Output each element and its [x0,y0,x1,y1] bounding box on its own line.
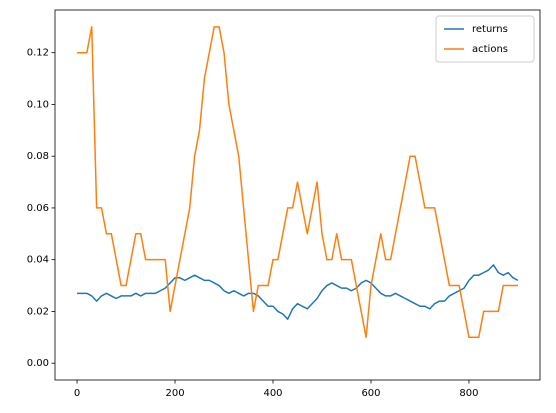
legend-box [435,15,535,63]
line [77,264,519,320]
y-tick-label: 0.00 [27,358,49,369]
y-tick-label: 0.08 [27,151,49,162]
plot-frame [54,9,541,381]
y-tick-label: 0.10 [27,99,49,110]
legend-label: actions [472,44,508,55]
y-tick-label: 0.04 [27,255,49,266]
line [77,26,518,339]
x-tick-label: 800 [459,388,478,399]
x-tick-label: 600 [361,388,380,399]
y-tick-label: 0.02 [27,306,49,317]
y-tick-label: 0.12 [27,48,49,59]
y-tick-label: 0.06 [27,203,49,214]
legend-label: returns [472,24,508,35]
x-tick-label: 200 [165,388,184,399]
x-tick-label: 0 [74,388,80,399]
x-tick-label: 400 [263,388,282,399]
